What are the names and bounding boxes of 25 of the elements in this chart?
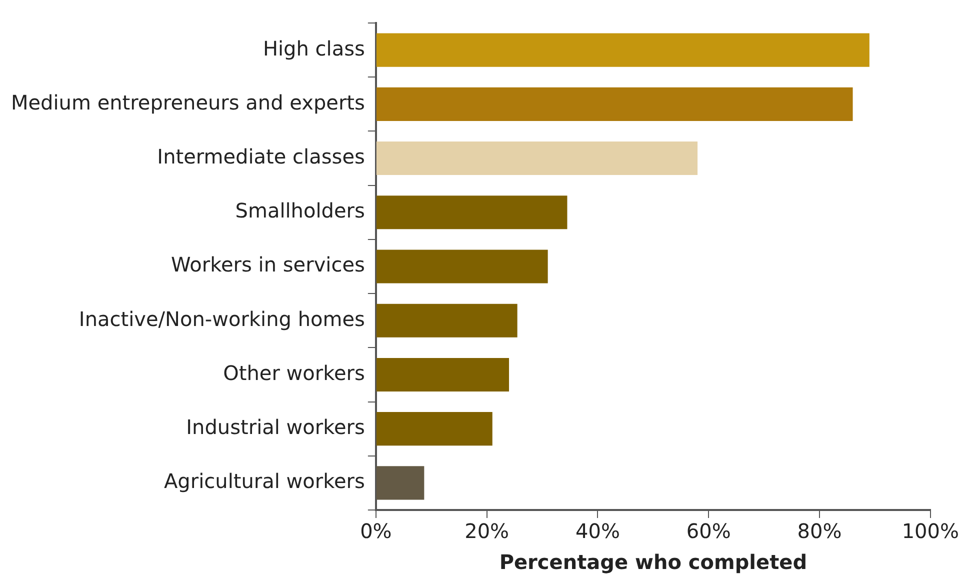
x-tick-label: 20% (464, 519, 510, 544)
y-tick-label: High class (262, 36, 365, 60)
x-tick-label: 60% (686, 519, 731, 544)
x-axis-title: Percentage who completed (499, 550, 808, 574)
bar (376, 87, 853, 121)
y-tick-label: Medium entrepreneurs and experts (11, 90, 365, 114)
bar (376, 250, 548, 284)
y-tick-label: Smallholders (235, 198, 365, 223)
bar (376, 358, 510, 392)
y-tick-label: Agricultural workers (164, 469, 365, 494)
x-tick-label: 80% (797, 519, 842, 544)
bar (376, 142, 698, 176)
y-tick-label: Workers in services (171, 252, 365, 277)
y-tick-label: Inactive/Non-working homes (78, 306, 365, 331)
bar (376, 412, 492, 446)
y-tick-label: Intermediate classes (157, 144, 365, 168)
x-tick-label: 40% (576, 519, 620, 544)
bar (376, 466, 424, 500)
y-tick-label: Other workers (223, 360, 365, 385)
x-tick-label: 100% (902, 519, 960, 544)
bar (376, 33, 870, 67)
bar (376, 304, 518, 338)
y-tick-label: Industrial workers (186, 415, 365, 440)
x-tick-label: 0% (360, 519, 392, 544)
bar (376, 196, 568, 230)
